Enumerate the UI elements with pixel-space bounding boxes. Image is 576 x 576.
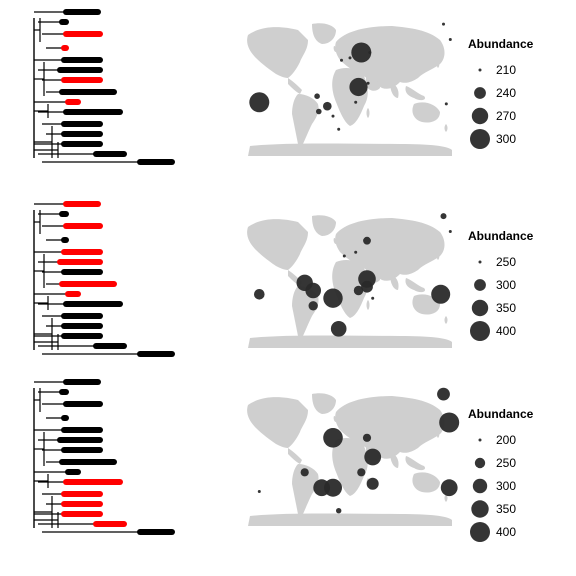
- abundance-bubble: [440, 213, 447, 220]
- legend-key: [471, 500, 489, 518]
- abundance-bubble: [336, 508, 342, 514]
- world-map: [247, 215, 452, 348]
- bubbles: [253, 213, 452, 337]
- abundance-bubble: [448, 230, 452, 233]
- abundance-bubble: [366, 477, 379, 490]
- legend-key: [470, 321, 490, 341]
- abundance-bubble: [362, 433, 372, 442]
- abundance-bubble: [366, 81, 370, 85]
- abundance-bubble: [305, 282, 322, 299]
- abundance-bubble: [337, 127, 341, 131]
- legend: Abundance 200 250 300 350 400: [468, 407, 534, 542]
- panel-1: Abundance 210 240 270 300: [33, 9, 534, 165]
- abundance-bubble: [340, 58, 343, 62]
- legend-key: [471, 299, 489, 317]
- legend-label: 240: [496, 86, 516, 100]
- panel-2: Abundance 250 300 350 400: [33, 201, 534, 357]
- abundance-bubble: [431, 284, 451, 304]
- legend-key: [470, 129, 490, 149]
- abundance-bubble: [368, 51, 372, 54]
- legend-key: [470, 522, 490, 542]
- abundance-bubble: [331, 114, 335, 118]
- legend-label: 350: [496, 301, 516, 315]
- abundance-bubble: [364, 448, 382, 466]
- abundance-bubble: [349, 77, 368, 97]
- abundance-bubble: [442, 22, 445, 26]
- abundance-bubble: [361, 280, 373, 293]
- abundance-bubble: [300, 468, 309, 477]
- abundance-bubble: [444, 102, 448, 106]
- abundance-bubble: [448, 38, 452, 41]
- legend-key: [478, 68, 482, 72]
- land-masses: [247, 215, 452, 348]
- abundance-bubble: [354, 100, 358, 104]
- abundance-bubble: [330, 321, 347, 337]
- legend-title: Abundance: [468, 229, 534, 243]
- legend-label: 210: [496, 63, 516, 77]
- legend-label: 270: [496, 109, 516, 123]
- abundance-bubble: [314, 93, 320, 99]
- abundance-bubble: [439, 412, 460, 433]
- abundance-bubble: [351, 42, 372, 63]
- legend-label: 400: [496, 324, 516, 338]
- phylogenetic-tree: [33, 9, 175, 165]
- legend-label: 200: [496, 433, 516, 447]
- panel-3: Abundance 200 250 300 350 400: [33, 379, 534, 542]
- legend-key: [474, 457, 486, 469]
- abundance-bubble: [308, 301, 318, 311]
- land-masses: [247, 393, 452, 526]
- legend-label: 250: [496, 255, 516, 269]
- abundance-bubble: [363, 236, 371, 245]
- abundance-bubble: [249, 92, 270, 113]
- legend-key: [472, 478, 488, 494]
- abundance-bubble: [316, 108, 322, 115]
- legend-label: 300: [496, 132, 516, 146]
- legend-key: [474, 279, 486, 291]
- abundance-bubble: [324, 478, 342, 497]
- abundance-bubble: [323, 428, 343, 448]
- legend-label: 250: [496, 456, 516, 470]
- bubbles: [249, 22, 452, 131]
- abundance-bubble: [253, 289, 265, 300]
- abundance-bubble: [437, 387, 450, 401]
- phylogenetic-tree: [33, 379, 175, 535]
- legend-key: [478, 438, 482, 442]
- legend-label: 400: [496, 525, 516, 539]
- abundance-bubble: [323, 288, 343, 308]
- abundance-bubble: [353, 285, 364, 296]
- legend-key: [478, 260, 482, 264]
- abundance-bubble: [342, 254, 346, 258]
- abundance-bubble: [348, 56, 352, 60]
- land-masses: [247, 23, 452, 156]
- legend-title: Abundance: [468, 37, 534, 51]
- legend: Abundance 250 300 350 400: [468, 229, 534, 341]
- world-map: [247, 393, 452, 526]
- abundance-bubble: [257, 490, 261, 493]
- abundance-bubble: [323, 101, 332, 111]
- legend-key: [474, 87, 486, 99]
- legend-label: 350: [496, 502, 516, 516]
- abundance-bubble: [440, 479, 458, 497]
- legend-label: 300: [496, 278, 516, 292]
- abundance-bubble: [371, 296, 375, 300]
- legend-key: [471, 107, 489, 125]
- legend: Abundance 210 240 270 300: [468, 37, 534, 149]
- legend-label: 300: [496, 479, 516, 493]
- abundance-bubble: [354, 250, 358, 254]
- phylogenetic-tree: [33, 201, 175, 357]
- legend-title: Abundance: [468, 407, 534, 421]
- abundance-bubble: [357, 468, 366, 477]
- bubbles: [257, 387, 460, 514]
- world-map: [247, 23, 452, 156]
